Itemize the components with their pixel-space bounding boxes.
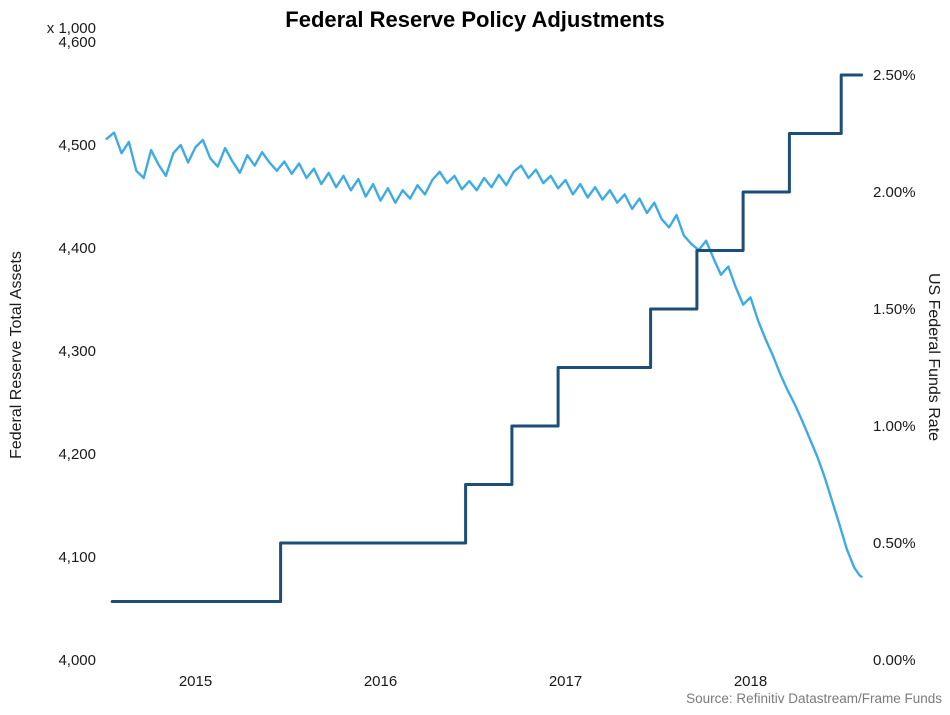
- right-axis-tick: 1.50%: [873, 301, 916, 318]
- left-axis-tick: 4,500: [58, 137, 96, 154]
- x-axis-tick: 2018: [734, 673, 767, 690]
- left-axis-unit-note: x 1,000: [46, 20, 96, 37]
- left-axis-tick: 4,300: [58, 343, 96, 360]
- left-axis-tick: 4,600: [58, 34, 96, 51]
- right-axis-tick: 2.50%: [873, 67, 916, 84]
- right-axis-tick: 1.00%: [873, 418, 916, 435]
- source-note: Source: Refinitiv Datastream/Frame Funds: [686, 691, 942, 706]
- series-line-assets: [105, 131, 863, 578]
- right-axis-tick: 2.00%: [873, 184, 916, 201]
- right-axis-tick: 0.50%: [873, 535, 916, 552]
- x-axis-tick: 2015: [179, 673, 212, 690]
- x-axis-tick: 2017: [549, 673, 582, 690]
- chart-title: Federal Reserve Policy Adjustments: [285, 7, 665, 32]
- left-axis-tick: 4,100: [58, 549, 96, 566]
- x-axis-tick: 2016: [364, 673, 397, 690]
- left-axis-tick: 4,200: [58, 446, 96, 463]
- left-axis-tick: 4,400: [58, 240, 96, 257]
- left-axis-tick: 4,000: [58, 652, 96, 669]
- series-line-rate: [110, 73, 863, 603]
- right-axis-tick: 0.00%: [873, 652, 916, 669]
